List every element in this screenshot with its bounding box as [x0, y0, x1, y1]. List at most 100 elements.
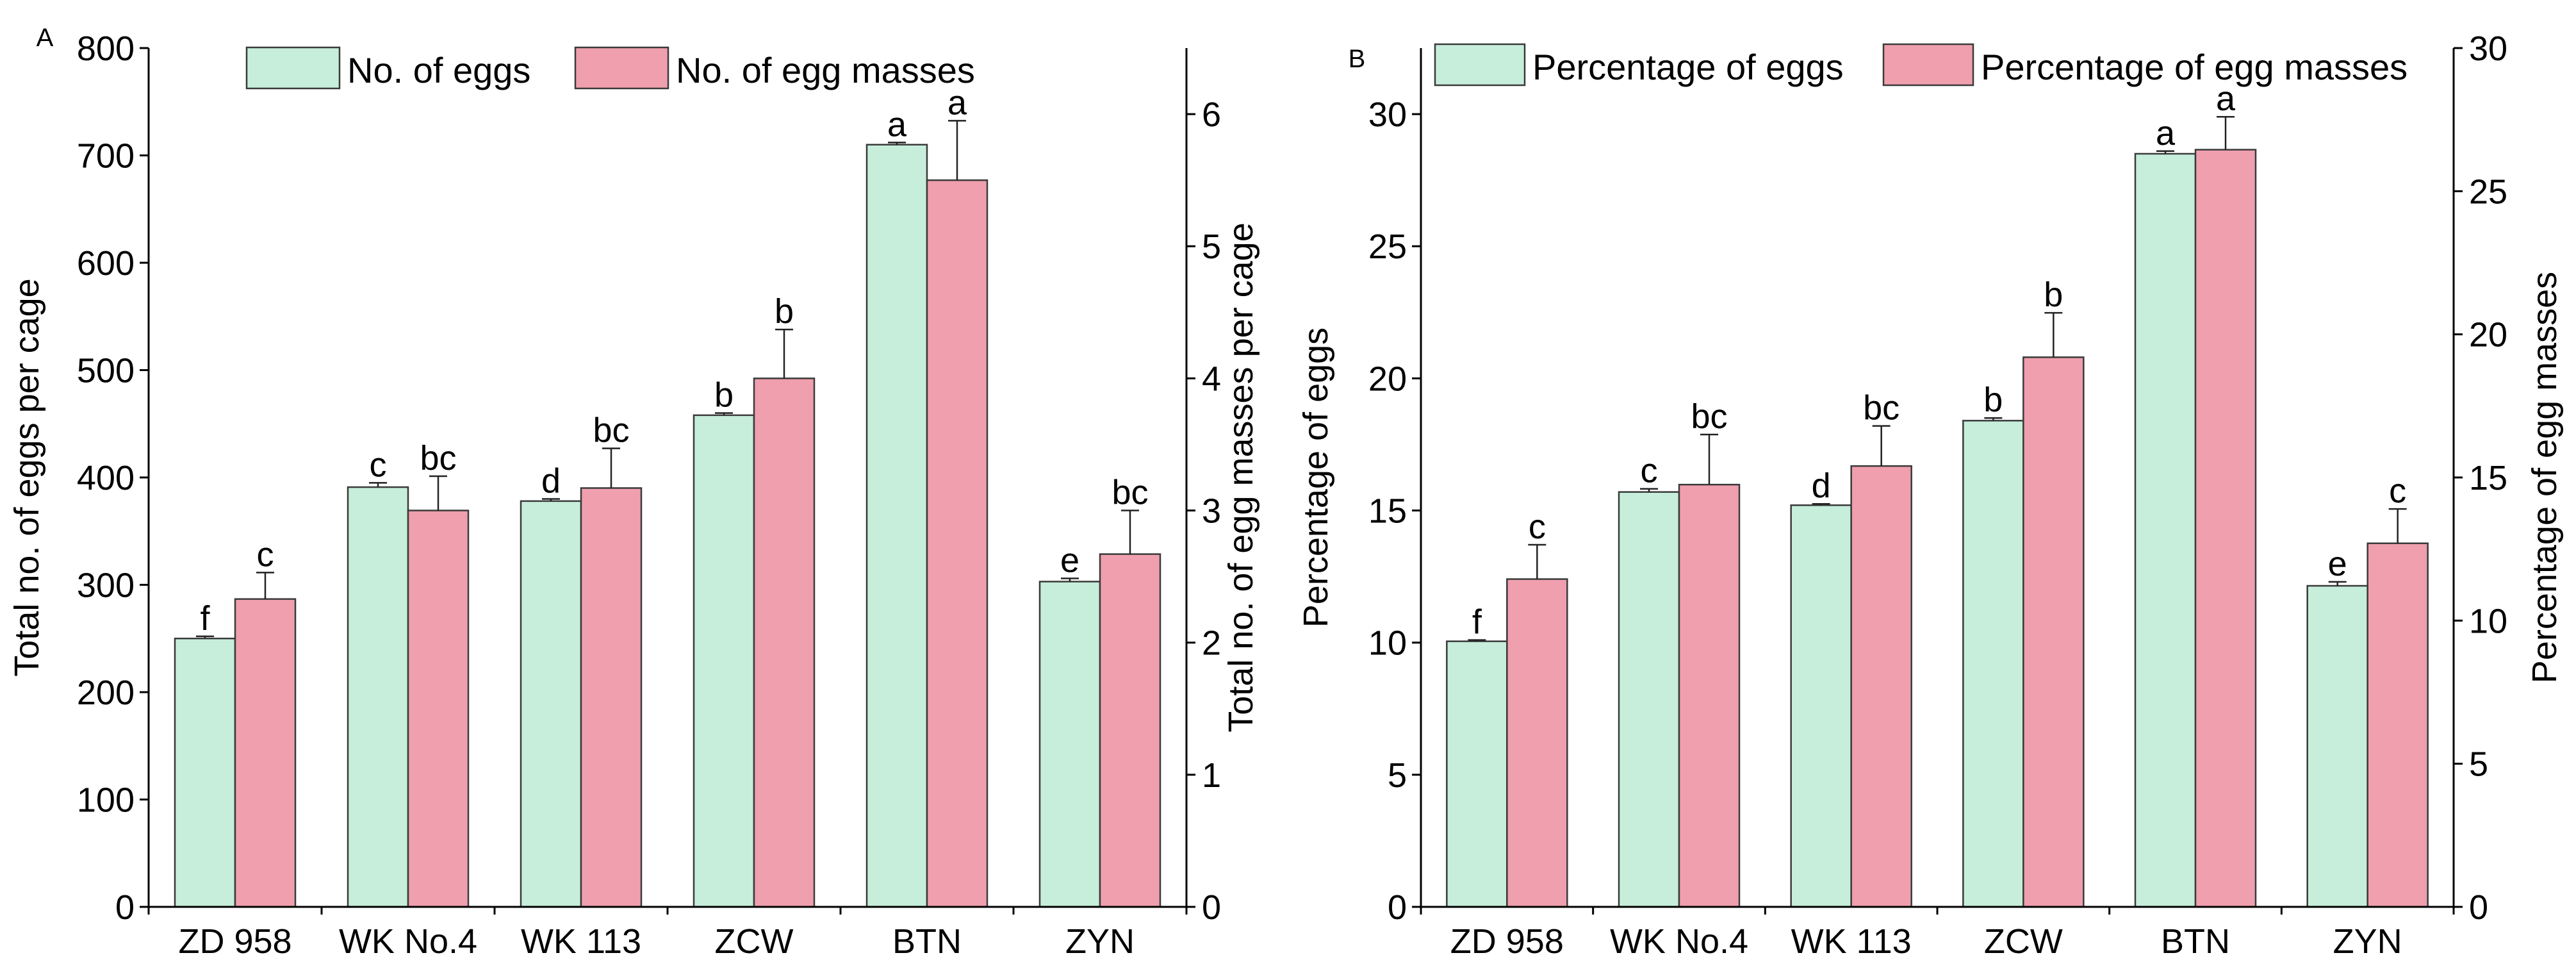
y-tick-label-left: 400: [77, 459, 135, 497]
y-tick-label-right: 1: [1202, 756, 1221, 795]
significance-letter: e: [1060, 541, 1079, 579]
y-tick-label-left: 5: [1388, 756, 1407, 795]
significance-letter: b: [1983, 381, 2003, 419]
significance-letter: bc: [593, 411, 629, 450]
significance-letter: b: [714, 376, 734, 415]
legend-label: Percentage of egg masses: [1981, 47, 2408, 87]
y-tick-label-left: 800: [77, 29, 135, 68]
significance-letter: c: [2389, 472, 2406, 510]
bar-right-series: [926, 179, 989, 908]
bar-left-series: [2134, 153, 2197, 908]
bar-right-series: [1850, 465, 1912, 908]
significance-letter: bc: [1863, 389, 1899, 427]
y-tick-label-right: 3: [1202, 492, 1221, 531]
y-tick-label-left: 20: [1368, 360, 1407, 398]
bar-right-series: [234, 598, 297, 908]
panel-label: A: [37, 24, 54, 52]
x-tick-label: ZCW: [1984, 922, 2063, 961]
y-tick-label-right: 0: [2469, 888, 2488, 927]
y-tick-label-left: 25: [1368, 228, 1407, 266]
y-tick-label-right: 20: [2469, 316, 2507, 354]
significance-letter: c: [370, 445, 387, 484]
significance-letter: bc: [1112, 474, 1148, 512]
legend-swatch: [1434, 43, 1526, 87]
y-axis-title-left: Total no. of eggs per cage: [8, 278, 46, 676]
legend-label: No. of egg masses: [676, 50, 975, 90]
y-tick-label-right: 4: [1202, 360, 1221, 398]
y-tick-label-right: 25: [2469, 172, 2507, 211]
bar-left-series: [1962, 420, 2024, 908]
x-tick-label: ZYN: [2333, 922, 2402, 961]
bar-left-series: [1618, 491, 1680, 908]
y-axis-title-right: Percentage of egg masses: [2525, 272, 2564, 683]
bar-right-series: [1678, 483, 1741, 908]
bar-right-series: [2022, 356, 2085, 908]
bar-right-series: [753, 377, 816, 908]
y-tick-label-right: 0: [1202, 888, 1221, 927]
significance-letter: d: [541, 462, 561, 501]
x-tick-label: BTN: [892, 922, 962, 961]
bar-right-series: [580, 487, 643, 908]
significance-letter: c: [1641, 452, 1658, 490]
bar-left-series: [1790, 504, 1852, 908]
significance-letter: bc: [420, 439, 456, 477]
y-tick-label-left: 100: [77, 781, 135, 820]
x-tick-label: WK 113: [1791, 922, 1912, 961]
significance-letter: f: [1472, 603, 1482, 642]
bar-right-series: [2367, 542, 2429, 908]
bar-left-series: [866, 144, 928, 908]
y-tick-label-left: 15: [1368, 492, 1407, 531]
legend-label: Percentage of eggs: [1532, 47, 1844, 87]
x-tick-label: ZYN: [1065, 922, 1135, 961]
significance-letter: a: [2216, 79, 2236, 118]
bar-right-series: [1506, 578, 1568, 908]
bar-left-series: [520, 500, 582, 908]
panel-label: B: [1349, 45, 1366, 73]
y-tick-label-left: 0: [115, 888, 135, 927]
legend-swatch: [1882, 43, 1974, 87]
x-tick-label: ZD 958: [1450, 922, 1564, 961]
bar-left-series: [1446, 640, 1508, 908]
significance-letter: e: [2328, 545, 2347, 583]
y-tick-label-left: 500: [77, 352, 135, 390]
bar-left-series: [347, 486, 409, 908]
significance-letter: a: [948, 83, 967, 122]
legend-swatch: [574, 46, 669, 90]
panel-a-chart: fc dbaecbcbcbabc0100200300400500600700800…: [8, 24, 1260, 961]
x-tick-label: WK 113: [521, 922, 641, 961]
significance-letter: f: [200, 599, 210, 638]
significance-letter: a: [2156, 114, 2176, 153]
significance-letter: c: [1529, 508, 1546, 546]
significance-letter: b: [775, 292, 794, 331]
y-tick-label-right: 5: [1202, 228, 1221, 266]
y-tick-label-right: 2: [1202, 624, 1221, 663]
bar-left-series: [2306, 584, 2368, 908]
x-tick-label: ZCW: [715, 922, 794, 961]
significance-letter: b: [2044, 276, 2063, 314]
bar-left-series: [1038, 581, 1101, 908]
legend-label: No. of eggs: [347, 50, 530, 90]
bar-right-series: [2194, 149, 2257, 908]
y-tick-label-right: 6: [1202, 95, 1221, 134]
y-axis-title-right: Total no. of egg masses per cage: [1222, 222, 1260, 732]
y-tick-label-right: 15: [2469, 459, 2507, 497]
legend-swatch: [245, 46, 341, 90]
y-tick-label-left: 700: [77, 137, 135, 176]
y-tick-label-right: 5: [2469, 745, 2488, 784]
y-tick-label-left: 300: [77, 567, 135, 605]
bar-left-series: [174, 638, 236, 908]
y-tick-label-left: 0: [1388, 888, 1407, 927]
y-axis-title-left: Percentage of eggs: [1297, 327, 1335, 627]
y-tick-label-left: 30: [1368, 95, 1407, 134]
significance-letter: d: [1812, 467, 1831, 505]
x-tick-label: WK No.4: [1610, 922, 1748, 961]
bar-right-series: [1099, 553, 1161, 908]
bar-right-series: [407, 510, 470, 908]
x-tick-label: BTN: [2161, 922, 2230, 961]
x-tick-label: ZD 958: [178, 922, 291, 961]
y-tick-label-right: 10: [2469, 602, 2507, 640]
significance-letter: a: [887, 105, 907, 144]
significance-letter: c: [257, 535, 274, 574]
